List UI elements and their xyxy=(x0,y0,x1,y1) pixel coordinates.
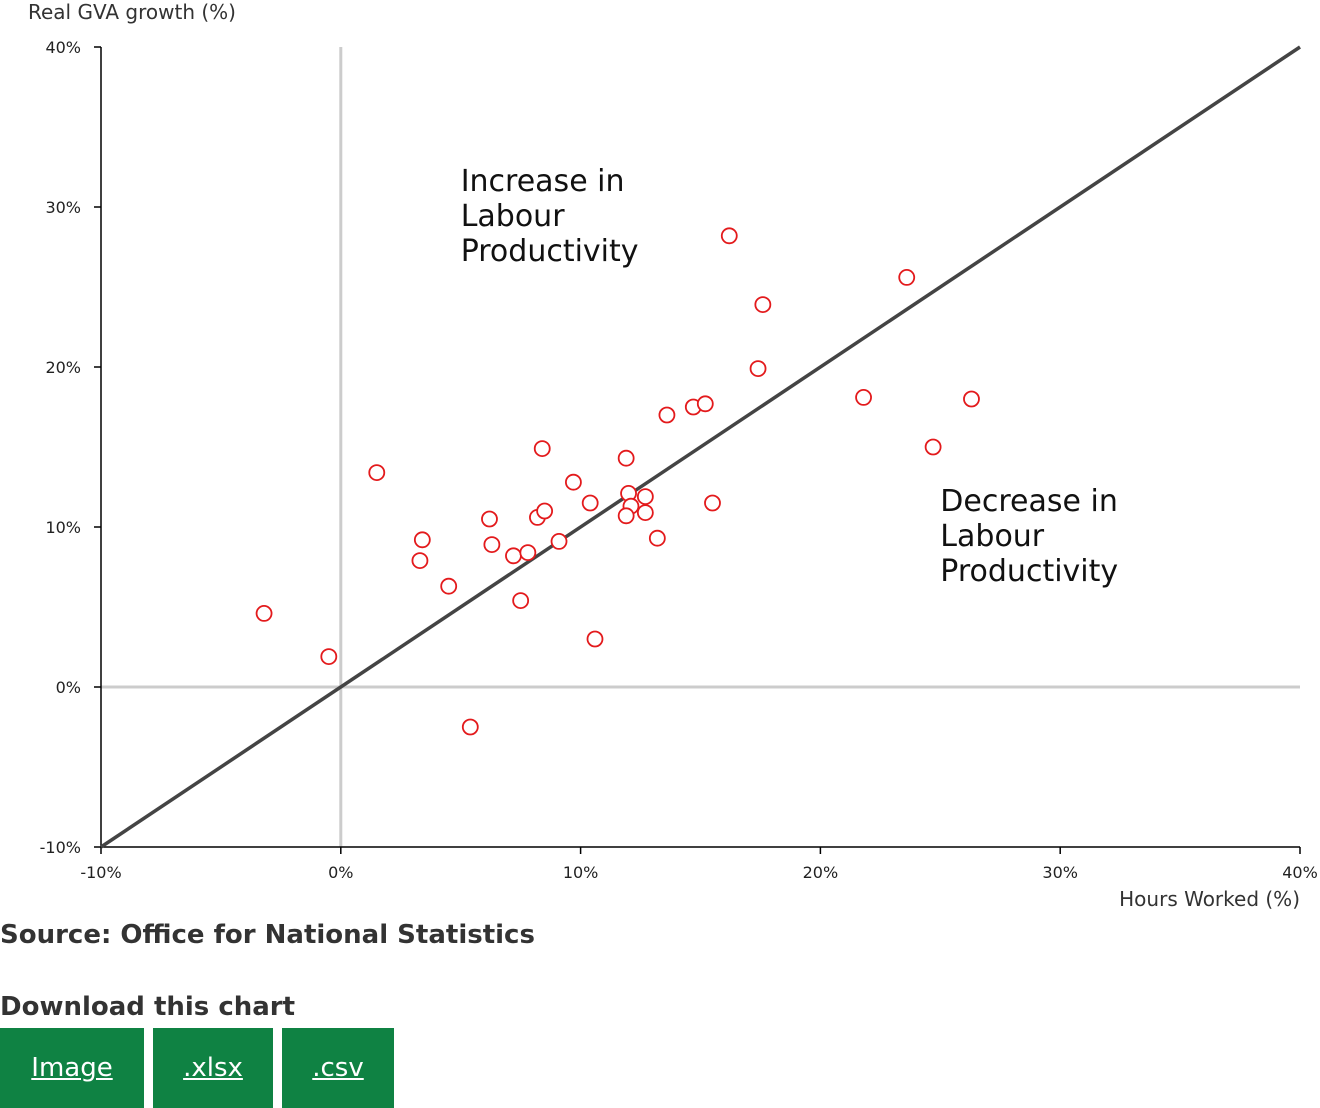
data-point xyxy=(749,360,767,378)
y-tick-label: 40% xyxy=(45,38,81,57)
data-point xyxy=(704,494,721,512)
data-point xyxy=(413,531,431,549)
download-xlsx-button[interactable]: .xlsx xyxy=(153,1028,273,1108)
y-tick-label: 30% xyxy=(45,198,81,217)
download-image-button[interactable]: Image xyxy=(0,1028,144,1108)
annotation-text: Increase in Labour Productivity xyxy=(461,164,639,269)
parity-line xyxy=(100,45,1301,849)
data-point xyxy=(550,533,568,550)
axes: -10% 0% 10% 20% 30% 40% -10% 0% 10% 20% 30% 40% xyxy=(40,38,1318,882)
x-tick-label: 20% xyxy=(803,863,839,882)
data-point xyxy=(536,502,554,520)
data-point xyxy=(924,438,942,456)
data-point xyxy=(483,536,501,553)
data-point xyxy=(505,547,522,565)
x-axis-title: Hours Worked (%) xyxy=(1119,887,1300,911)
data-point xyxy=(320,648,338,665)
download-csv-button[interactable]: .csv xyxy=(282,1028,394,1108)
data-point xyxy=(617,507,635,525)
data-point xyxy=(720,227,738,245)
download-heading: Download this chart xyxy=(0,992,296,1022)
data-point xyxy=(481,510,498,528)
data-point xyxy=(855,388,872,406)
data-point xyxy=(512,592,530,609)
x-tick-label: 10% xyxy=(563,863,599,882)
annotation-line: Labour xyxy=(940,519,1045,554)
data-point xyxy=(461,718,479,736)
data-point xyxy=(636,504,654,521)
annotation-line: Productivity xyxy=(461,234,639,269)
zero-lines xyxy=(101,47,1300,847)
data-point xyxy=(411,552,429,569)
annotation-text: Decrease in Labour Productivity xyxy=(940,484,1118,589)
data-point xyxy=(617,449,635,467)
data-point xyxy=(658,406,676,424)
data-point xyxy=(565,473,582,491)
annotation-line: Productivity xyxy=(940,554,1118,589)
data-point xyxy=(581,494,599,512)
data-point xyxy=(696,395,714,413)
annotation-line: Decrease in xyxy=(940,484,1118,519)
y-tick-label: 0% xyxy=(56,678,81,697)
data-point xyxy=(533,440,551,458)
y-tick-label: 20% xyxy=(45,358,81,377)
data-point xyxy=(440,577,458,595)
annotation-line: Increase in xyxy=(461,164,625,199)
y-tick-label: 10% xyxy=(45,518,81,537)
source-note: Source: Office for National Statistics xyxy=(0,920,535,950)
data-point xyxy=(963,390,980,408)
x-tick-label: -10% xyxy=(80,863,121,882)
data-point xyxy=(636,488,654,506)
parity-line-path xyxy=(100,45,1301,849)
data-point xyxy=(898,268,916,286)
x-tick-label: 0% xyxy=(328,863,353,882)
data-point xyxy=(754,296,772,314)
data-point xyxy=(255,605,273,622)
data-points xyxy=(255,227,980,736)
data-point xyxy=(586,630,604,648)
data-point xyxy=(519,544,537,561)
y-axis-title: Real GVA growth (%) xyxy=(28,0,236,24)
annotation-line: Labour xyxy=(461,199,566,234)
data-point xyxy=(648,529,666,547)
scatter-chart: Real GVA growth (%) Hours Worked (%) -10… xyxy=(28,0,1318,911)
x-tick-label: 30% xyxy=(1042,863,1078,882)
data-point xyxy=(368,464,386,482)
y-tick-label: -10% xyxy=(40,838,81,857)
x-tick-label: 40% xyxy=(1282,863,1318,882)
